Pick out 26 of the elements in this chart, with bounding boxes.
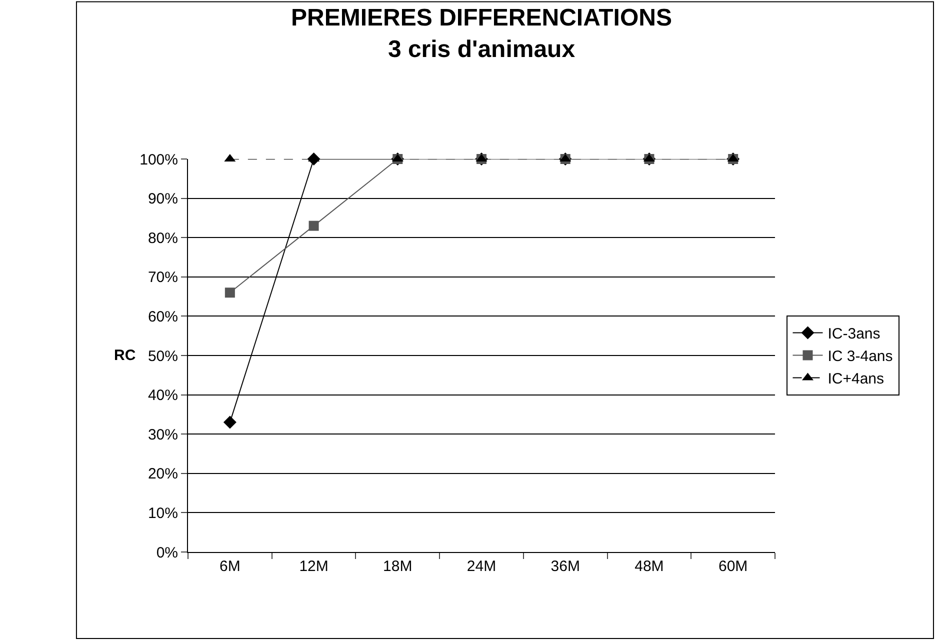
y-tick-label: 60% — [148, 308, 178, 326]
x-tick-label: 18M — [383, 558, 412, 575]
x-tick-label: 48M — [634, 558, 664, 575]
x-tick-label: 24M — [466, 558, 496, 575]
y-tick-label: 30% — [148, 426, 178, 444]
point — [224, 288, 235, 298]
point — [223, 416, 236, 429]
y-axis-title: RC — [114, 347, 136, 364]
x-tick-label: 12M — [299, 558, 328, 575]
x-tick-label: 6M — [220, 558, 240, 575]
y-tick-label: 90% — [148, 190, 178, 208]
legend-label: IC+4ans — [828, 370, 884, 388]
y-tick-label: 0% — [156, 544, 178, 562]
y-tick-label: 70% — [148, 269, 178, 286]
y-tick-label: 40% — [148, 387, 178, 404]
y-tick-label: 10% — [148, 504, 178, 522]
x-tick-label: 60M — [718, 558, 748, 575]
chart-title: PREMIERES DIFFERENCIATIONS 3 cris d'animaux — [291, 4, 672, 63]
point — [308, 220, 319, 231]
x-tick-label: 36M — [550, 558, 580, 575]
y-tick-label: 50% — [148, 348, 178, 365]
y-tick-label: 80% — [148, 230, 178, 247]
legend-label: IC-3ans — [828, 326, 880, 343]
legend-label: IC 3-4ans — [828, 348, 893, 366]
y-tick-label: 100% — [140, 151, 178, 168]
y-tick-label: 20% — [148, 466, 178, 483]
